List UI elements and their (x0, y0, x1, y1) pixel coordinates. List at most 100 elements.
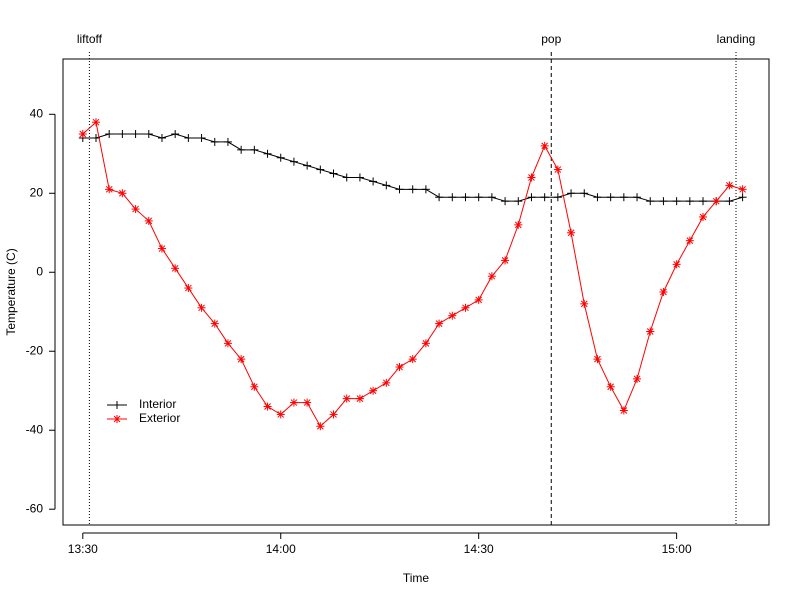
marker-stroke (343, 395, 351, 402)
point (487, 193, 496, 202)
point (276, 410, 285, 419)
point (725, 181, 734, 190)
point (237, 355, 246, 364)
point (619, 193, 628, 202)
marker-stroke (488, 272, 496, 280)
point (184, 284, 193, 293)
y-tick-label: 40 (30, 106, 44, 120)
marker-stroke (277, 411, 285, 418)
point (501, 256, 510, 265)
marker-stroke (448, 312, 456, 320)
point (553, 193, 562, 202)
point (395, 185, 404, 194)
marker-stroke (250, 383, 258, 391)
point (659, 197, 668, 206)
point (329, 169, 338, 178)
point (580, 189, 589, 198)
point (448, 311, 457, 320)
marker-stroke (422, 339, 430, 347)
event-label: liftoff (77, 32, 103, 46)
point (197, 303, 206, 312)
point (606, 193, 615, 202)
x-tick-label: 13:30 (68, 542, 98, 556)
point (78, 130, 87, 139)
point (157, 244, 166, 253)
point (131, 130, 140, 139)
point (685, 197, 694, 206)
point (567, 228, 576, 237)
y-axis-label: Temperature (C) (4, 248, 18, 335)
point (725, 197, 734, 206)
point (342, 173, 351, 182)
point (342, 394, 351, 403)
point (712, 197, 721, 206)
x-tick-label: 14:30 (464, 542, 494, 556)
marker-stroke (660, 288, 667, 296)
marker-stroke (224, 339, 232, 347)
point (633, 374, 642, 383)
point (421, 339, 430, 348)
marker-stroke (92, 118, 100, 126)
marker-stroke (686, 237, 694, 245)
point (263, 402, 272, 411)
marker-stroke (316, 422, 324, 430)
marker-stroke (409, 355, 417, 363)
legend-label: Interior (139, 397, 176, 411)
point (461, 193, 470, 202)
point (593, 193, 602, 202)
point (474, 295, 483, 304)
y-tick-label: -20 (26, 343, 44, 357)
x-tick-label: 14:00 (266, 542, 296, 556)
marker-stroke (79, 130, 87, 138)
point (501, 197, 510, 206)
marker-stroke (119, 189, 126, 197)
marker-stroke (726, 182, 733, 189)
point (408, 185, 417, 194)
point (91, 118, 100, 127)
marker-stroke (567, 229, 575, 237)
point (113, 401, 121, 409)
x-axis-label: Time (403, 571, 430, 585)
marker-stroke (211, 320, 219, 327)
marker-stroke (171, 264, 179, 272)
marker-stroke (594, 355, 601, 363)
marker-stroke (462, 304, 469, 312)
point (316, 165, 325, 174)
marker-stroke (145, 217, 153, 225)
point (144, 216, 153, 225)
point (210, 319, 219, 328)
point (197, 133, 206, 142)
marker-stroke (356, 395, 364, 402)
point (699, 212, 708, 221)
marker-stroke (396, 363, 403, 371)
marker-stroke (113, 415, 121, 423)
point (329, 410, 338, 419)
marker-stroke (369, 387, 377, 395)
legend-label: Exterior (139, 411, 180, 425)
marker-stroke (699, 213, 707, 221)
point (540, 193, 549, 202)
marker-stroke (185, 284, 192, 292)
marker-stroke (712, 197, 720, 205)
y-tick-label: 0 (36, 264, 43, 278)
point (461, 303, 470, 312)
marker-stroke (528, 174, 535, 181)
marker-stroke (198, 304, 205, 312)
point (223, 137, 232, 146)
event-label: landing (717, 32, 756, 46)
marker-stroke (541, 142, 549, 150)
marker-stroke (633, 375, 641, 383)
point (646, 197, 655, 206)
point (593, 355, 602, 364)
marker-stroke (607, 383, 614, 391)
y-tick-label: -60 (26, 501, 44, 515)
point (646, 327, 655, 336)
marker-stroke (501, 257, 509, 264)
point (738, 193, 747, 202)
marker-stroke (237, 355, 245, 363)
point (118, 189, 127, 198)
point (435, 319, 444, 328)
point (157, 133, 166, 142)
point (276, 153, 285, 162)
marker-stroke (435, 320, 443, 327)
